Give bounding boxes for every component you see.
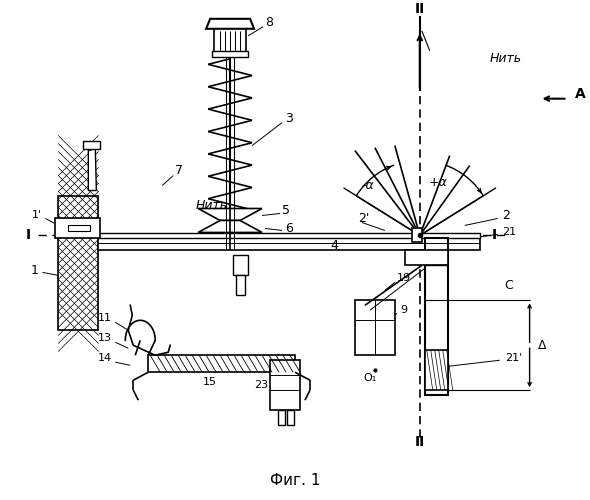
Text: -α: -α xyxy=(362,179,374,192)
Text: O₁: O₁ xyxy=(363,373,376,383)
Text: C: C xyxy=(504,279,513,292)
Polygon shape xyxy=(412,228,422,242)
Text: 6: 6 xyxy=(285,222,293,235)
Text: 23: 23 xyxy=(254,380,268,390)
Text: +α: +α xyxy=(428,176,447,189)
Polygon shape xyxy=(58,196,99,330)
Text: 15: 15 xyxy=(203,377,217,387)
Text: 1': 1' xyxy=(32,210,42,220)
Polygon shape xyxy=(55,218,100,238)
Text: 3: 3 xyxy=(285,112,293,125)
Polygon shape xyxy=(206,19,254,29)
Text: Нить: Нить xyxy=(195,199,227,212)
Text: 7: 7 xyxy=(175,164,183,177)
Text: 8: 8 xyxy=(265,16,273,30)
Polygon shape xyxy=(355,300,395,355)
Polygon shape xyxy=(233,256,248,276)
Text: Δ: Δ xyxy=(537,339,546,352)
Polygon shape xyxy=(198,208,262,220)
Text: 11: 11 xyxy=(99,314,112,324)
Text: 4: 4 xyxy=(330,239,338,252)
Text: Нить: Нить xyxy=(490,52,522,65)
Text: 21: 21 xyxy=(502,228,516,237)
Polygon shape xyxy=(425,350,448,390)
Text: 2: 2 xyxy=(502,209,510,222)
Text: 5: 5 xyxy=(282,204,290,217)
Polygon shape xyxy=(88,148,96,190)
Polygon shape xyxy=(425,238,448,395)
Text: II: II xyxy=(415,435,425,449)
Polygon shape xyxy=(214,29,246,53)
Text: 14: 14 xyxy=(98,353,112,363)
Text: I: I xyxy=(26,228,31,242)
Polygon shape xyxy=(68,226,90,232)
Polygon shape xyxy=(198,220,262,232)
Text: 1: 1 xyxy=(31,264,38,277)
Polygon shape xyxy=(236,276,245,295)
Polygon shape xyxy=(270,360,300,410)
Text: 13: 13 xyxy=(99,334,112,344)
Text: Фиг. 1: Фиг. 1 xyxy=(270,472,320,488)
Polygon shape xyxy=(278,410,285,425)
Text: 2': 2' xyxy=(358,212,369,225)
Text: 21': 21' xyxy=(504,353,522,363)
Polygon shape xyxy=(287,410,294,425)
Polygon shape xyxy=(148,355,295,372)
Text: 19: 19 xyxy=(397,274,411,283)
Polygon shape xyxy=(212,51,248,57)
Polygon shape xyxy=(99,238,480,250)
Polygon shape xyxy=(83,140,100,148)
Text: A: A xyxy=(575,86,585,101)
Text: II: II xyxy=(415,2,425,16)
Text: 9: 9 xyxy=(400,306,407,316)
Polygon shape xyxy=(405,250,448,266)
Polygon shape xyxy=(99,234,480,238)
Text: I: I xyxy=(492,228,497,242)
